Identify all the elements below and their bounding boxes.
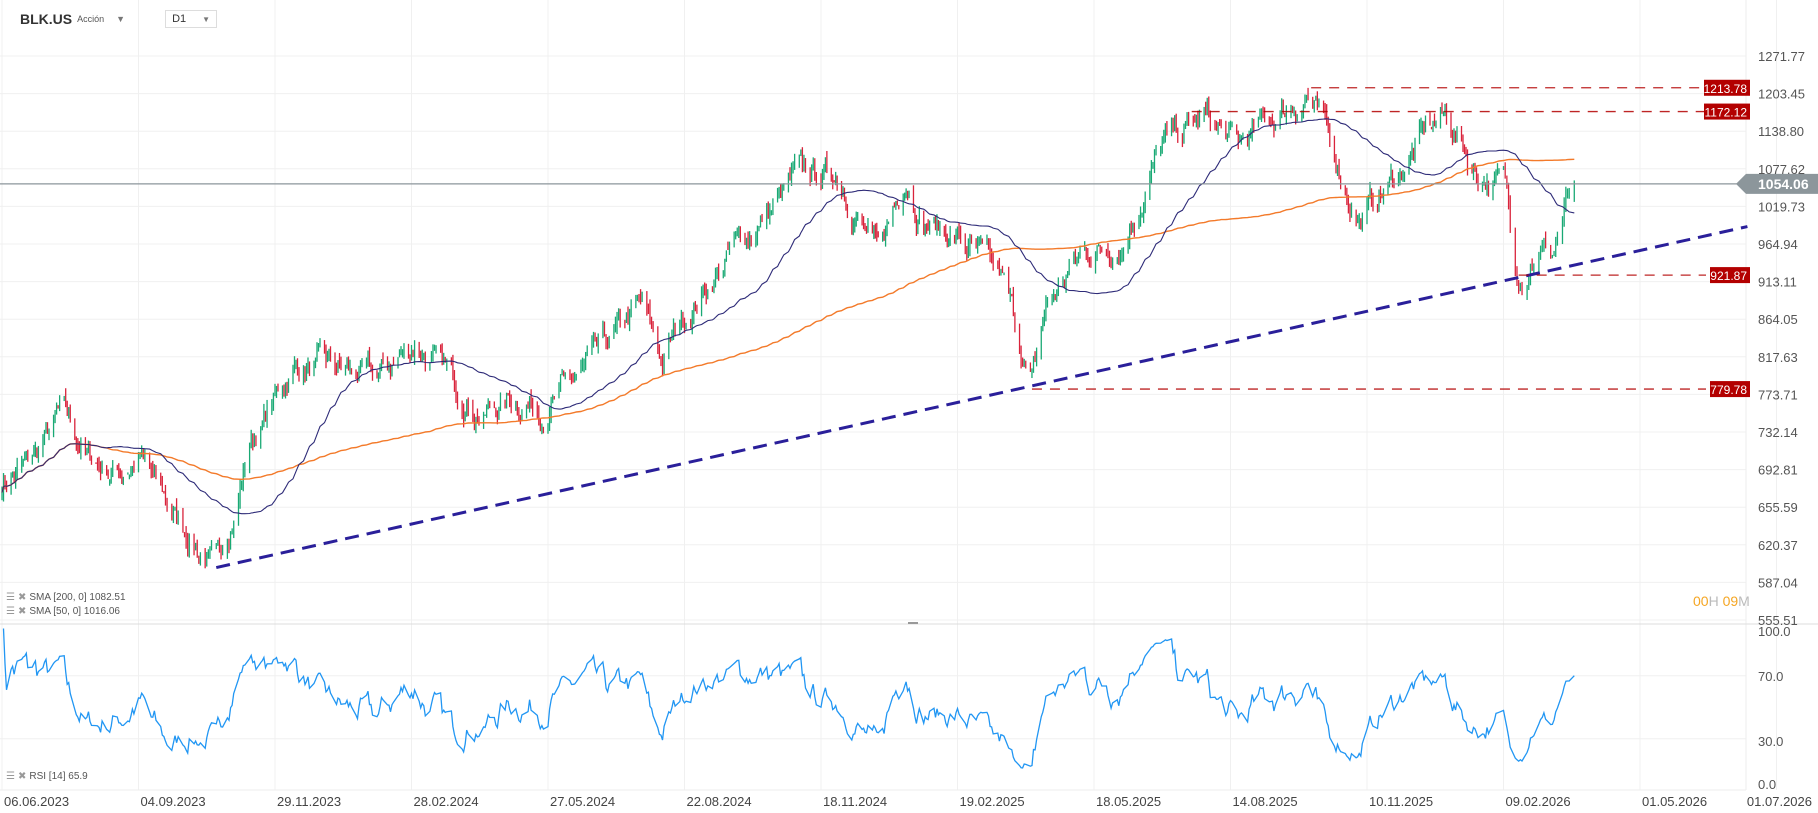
price-tick-label: 655.59 bbox=[1758, 500, 1798, 515]
price-tick-label: 964.94 bbox=[1758, 237, 1798, 252]
date-tick-label: 14.08.2025 bbox=[1233, 794, 1298, 809]
price-tick-label: 1019.73 bbox=[1758, 199, 1805, 214]
countdown-m-unit: M bbox=[1738, 593, 1750, 609]
level-tag bbox=[1704, 103, 1750, 120]
legend-rsi: ☰ ✖ RSI [14] 65.9 bbox=[6, 771, 88, 782]
chevron-down-icon: ▼ bbox=[202, 14, 211, 24]
date-tick-label: 18.05.2025 bbox=[1096, 794, 1161, 809]
level-value: 1172.12 bbox=[1705, 106, 1748, 120]
sma200-line bbox=[1, 158, 1575, 493]
date-tick-label: 06.06.2023 bbox=[4, 794, 69, 809]
instrument-type: Acción bbox=[77, 14, 105, 24]
rsi-tick-label: 70.0 bbox=[1758, 669, 1783, 684]
legend-sma50: ☰ ✖ SMA [50, 0] 1016.06 bbox=[6, 606, 120, 617]
settings-icon[interactable]: ☰ bbox=[6, 606, 15, 617]
settings-icon[interactable]: ☰ bbox=[6, 771, 15, 782]
price-tick-label: 1138.80 bbox=[1758, 124, 1804, 139]
date-tick-label: 01.05.2026 bbox=[1642, 794, 1707, 809]
price-tick-label: 732.14 bbox=[1758, 425, 1798, 440]
date-tick-label: 01.07.2026 bbox=[1747, 794, 1812, 809]
date-tick-label: 10.11.2025 bbox=[1369, 794, 1433, 809]
sma50-line bbox=[1, 118, 1575, 515]
level-tag bbox=[1710, 381, 1750, 398]
price-tick-label: 555.51 bbox=[1758, 613, 1798, 628]
price-tick-label: 620.37 bbox=[1758, 538, 1798, 553]
current-price-tag bbox=[1736, 173, 1818, 194]
date-tick-label: 27.05.2024 bbox=[550, 794, 615, 809]
close-icon[interactable]: ✖ bbox=[17, 606, 27, 617]
symbol-label: BLK.US bbox=[20, 11, 73, 27]
countdown-minutes: 09 bbox=[1722, 593, 1739, 609]
grid-lines bbox=[0, 0, 1777, 790]
price-tick-label: 773.71 bbox=[1758, 387, 1798, 402]
level-value: 921.87 bbox=[1710, 269, 1747, 283]
chart-header: BLK.US Acción ▼ D1 ▼ bbox=[0, 8, 218, 30]
sma50-label: SMA [50, 0] 1016.06 bbox=[29, 606, 120, 617]
price-tick-label: 864.05 bbox=[1758, 312, 1798, 327]
price-tick-label: 1077.62 bbox=[1758, 162, 1805, 177]
trendline bbox=[215, 225, 1748, 570]
date-tick-label: 29.11.2023 bbox=[277, 794, 341, 809]
rsi-tick-label: 0.0 bbox=[1758, 777, 1776, 792]
level-value: 1213.78 bbox=[1704, 82, 1748, 96]
date-tick-label: 22.08.2024 bbox=[687, 794, 752, 809]
current-price-value: 1054.06 bbox=[1758, 176, 1809, 192]
bar-countdown: 00H 09M bbox=[1693, 593, 1750, 609]
countdown-h-unit: H bbox=[1708, 593, 1719, 609]
level-tag bbox=[1704, 79, 1750, 96]
date-tick-label: 19.02.2025 bbox=[960, 794, 1025, 809]
close-icon[interactable]: ✖ bbox=[17, 592, 27, 603]
date-tick-label: 28.02.2024 bbox=[414, 794, 479, 809]
close-icon[interactable]: ✖ bbox=[17, 771, 27, 782]
rsi-tick-label: 100.0 bbox=[1758, 624, 1791, 639]
sma200-label: SMA [200, 0] 1082.51 bbox=[29, 592, 126, 603]
settings-icon[interactable]: ☰ bbox=[6, 592, 15, 603]
price-tick-label: 913.11 bbox=[1758, 275, 1797, 290]
price-bars bbox=[1, 87, 1575, 569]
date-tick-label: 09.02.2026 bbox=[1506, 794, 1571, 809]
rsi-line bbox=[2, 628, 1575, 769]
date-tick-label: 18.11.2024 bbox=[823, 794, 887, 809]
price-tick-label: 692.81 bbox=[1758, 463, 1798, 478]
price-tick-label: 1271.77 bbox=[1758, 49, 1805, 64]
price-tick-label: 817.63 bbox=[1758, 350, 1798, 365]
symbol-dropdown-icon[interactable]: ▼ bbox=[116, 14, 126, 24]
legend-sma200: ☰ ✖ SMA [200, 0] 1082.51 bbox=[6, 592, 126, 603]
countdown-hours: 00 bbox=[1693, 593, 1709, 609]
timeframe-select[interactable]: D1 ▼ bbox=[165, 10, 218, 28]
level-value: 779.78 bbox=[1710, 383, 1747, 397]
rsi-tick-label: 30.0 bbox=[1758, 734, 1783, 749]
price-tick-label: 1203.45 bbox=[1758, 87, 1805, 102]
date-tick-label: 04.09.2023 bbox=[141, 794, 206, 809]
level-tag bbox=[1710, 267, 1750, 284]
timeframe-value: D1 bbox=[172, 13, 187, 25]
rsi-label: RSI [14] 65.9 bbox=[29, 771, 88, 782]
price-tick-label: 587.04 bbox=[1758, 575, 1798, 590]
pane-resize-handle[interactable] bbox=[908, 622, 918, 624]
